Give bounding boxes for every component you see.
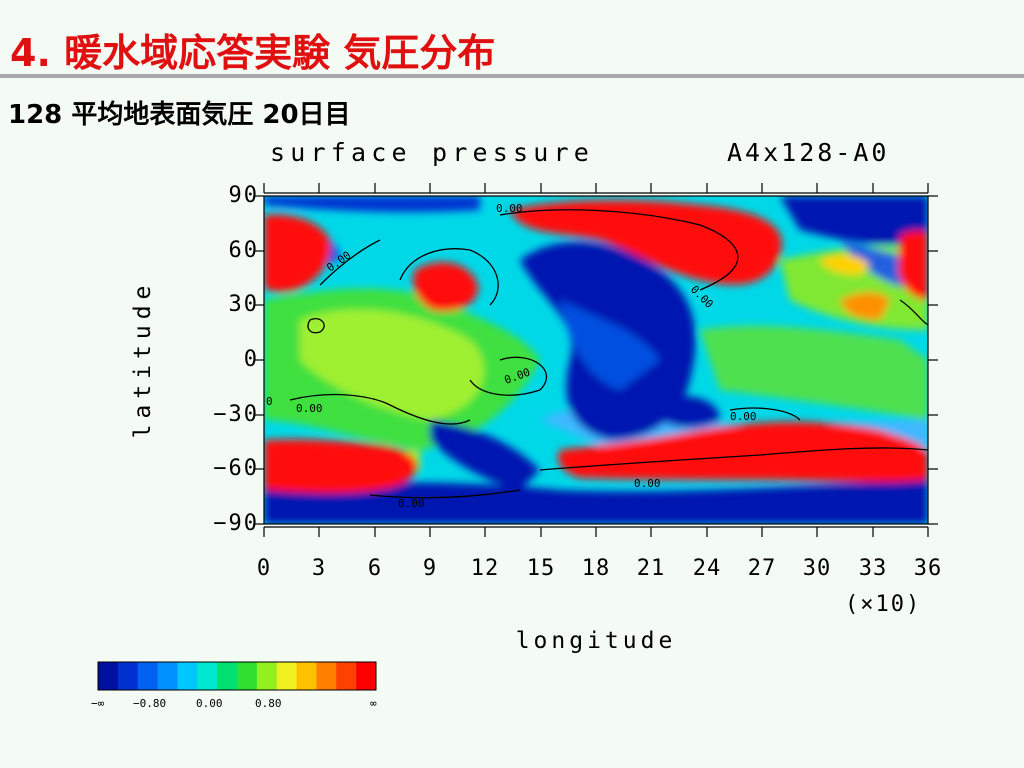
contour-field: 0.00 0.00 0.00 0.00 0.00 0.00 0.00 0.00 … bbox=[264, 196, 928, 524]
colorbar-swatch bbox=[296, 662, 317, 690]
x-axis-label: longitude bbox=[515, 628, 677, 654]
x-scale-note: (×10) bbox=[845, 592, 922, 617]
colorbar-label: −0.80 bbox=[133, 697, 167, 710]
x-tick-label: 33 bbox=[858, 556, 888, 581]
x-tick-label: 0 bbox=[256, 556, 272, 581]
x-tick-label: 18 bbox=[581, 556, 611, 581]
contour-label: 0.00 bbox=[634, 477, 661, 490]
x-tick-label: 36 bbox=[913, 556, 943, 581]
plot-title: surface pressure bbox=[270, 138, 595, 167]
x-tick-label: 15 bbox=[526, 556, 556, 581]
colorbar bbox=[98, 662, 377, 690]
colorbar-swatch bbox=[336, 662, 357, 690]
y-tick-label: 0 bbox=[243, 347, 259, 372]
contour-label: 0.00 bbox=[398, 497, 425, 510]
colorbar-swatch bbox=[117, 662, 139, 690]
colorbar-swatch bbox=[217, 662, 238, 690]
x-tick-label: 21 bbox=[636, 556, 666, 581]
y-tick-label: 60 bbox=[228, 238, 259, 263]
plot-run-id: A4x128-A0 bbox=[727, 138, 890, 167]
colorbar-swatch bbox=[237, 662, 258, 690]
contour-label: 0.00 bbox=[496, 202, 523, 215]
colorbar-swatch bbox=[177, 662, 198, 690]
colorbar-label: 0.00 bbox=[196, 697, 223, 710]
axis-ticks bbox=[254, 183, 938, 537]
y-tick-label: 30 bbox=[228, 292, 259, 317]
colorbar-label: 0.80 bbox=[255, 697, 282, 710]
x-tick-label: 27 bbox=[747, 556, 777, 581]
colorbar-swatch bbox=[197, 662, 218, 690]
colorbar-swatch bbox=[356, 662, 377, 690]
zero-contours bbox=[289, 209, 928, 499]
y-tick-label: 90 bbox=[228, 183, 259, 208]
colorbar-swatch bbox=[316, 662, 337, 690]
contour-label: 0.00 bbox=[296, 402, 323, 415]
y-axis-label: latitude bbox=[130, 279, 156, 439]
x-tick-label: 3 bbox=[311, 556, 327, 581]
contour-label: 0 bbox=[266, 395, 273, 408]
colorbar-swatch bbox=[256, 662, 278, 690]
colorbar-label: ∞ bbox=[370, 697, 377, 710]
colorbar-label: −∞ bbox=[91, 697, 105, 710]
y-tick-label: −90 bbox=[213, 511, 259, 536]
y-tick-label: −60 bbox=[213, 456, 259, 481]
x-tick-label: 12 bbox=[470, 556, 500, 581]
colorbar-swatch bbox=[137, 662, 159, 690]
slide-subtitle: 128 平均地表面気圧 20日目 bbox=[8, 100, 351, 130]
contour-label: 0.00 bbox=[730, 410, 757, 423]
slide-title: 4. 暖水域応答実験 気圧分布 bbox=[10, 31, 496, 75]
x-tick-label: 6 bbox=[367, 556, 383, 581]
x-tick-label: 24 bbox=[692, 556, 722, 581]
title-divider bbox=[0, 74, 1024, 78]
colorbar-swatch bbox=[276, 662, 298, 690]
x-tick-label: 9 bbox=[422, 556, 438, 581]
x-tick-label: 30 bbox=[802, 556, 832, 581]
colorbar-frame bbox=[97, 661, 377, 691]
y-tick-label: −30 bbox=[213, 402, 259, 427]
colorbar-swatch bbox=[98, 662, 119, 690]
colorbar-swatch bbox=[157, 662, 178, 690]
